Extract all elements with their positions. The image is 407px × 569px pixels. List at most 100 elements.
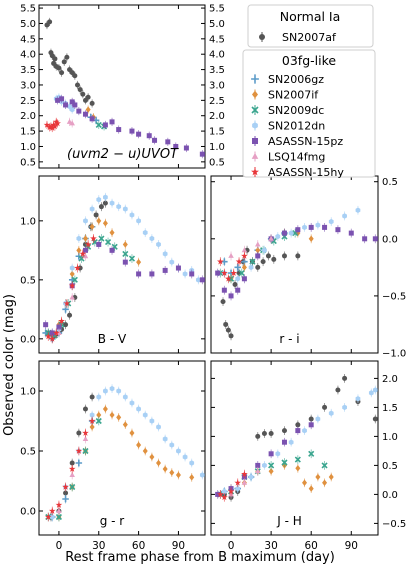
y-tick-label: 1.0 (382, 432, 398, 443)
data-point-sn2007af (308, 416, 314, 422)
data-point-asassn-15pz (215, 491, 221, 497)
y-tick-label: 2.5 (209, 96, 225, 107)
data-point-sn2012dn (248, 264, 254, 271)
data-point-sn2012dn (182, 271, 188, 277)
data-point-asassn-15hy (50, 121, 57, 128)
data-point-asassn-15pz (152, 137, 158, 143)
y-tick-label: 3.5 (209, 65, 225, 76)
data-point-sn2012dn (288, 439, 294, 445)
data-point-sn2006gz (75, 459, 83, 467)
legend-marker-lsq14fmg (251, 152, 259, 159)
y-tick-label: 1.0 (20, 142, 36, 153)
y-tick-label: 4.0 (209, 50, 225, 61)
data-point-asassn-15pz (43, 322, 49, 328)
data-point-sn2009dc (128, 255, 136, 262)
data-point-asassn-15hy (74, 264, 81, 271)
data-point-asassn-15pz (348, 230, 354, 236)
data-point-asassn-15pz (255, 253, 261, 259)
y-tick-label: 1.5 (20, 127, 36, 138)
data-point-asassn-15hy (52, 118, 60, 125)
data-point-asassn-15hy (217, 258, 224, 265)
data-point-asassn-15hy (44, 513, 52, 520)
data-point-asassn-15hy (63, 299, 71, 307)
data-point-sn2007if (328, 473, 334, 481)
data-point-sn2012dn (136, 406, 141, 412)
data-point-sn2012dn (129, 400, 135, 406)
y-tick-label: 3.0 (20, 80, 36, 91)
data-point-sn2012dn (169, 442, 175, 448)
data-point-sn2012dn (142, 412, 148, 418)
data-point-asassn-15hy (217, 490, 224, 498)
data-point-lsq14fmg (82, 436, 89, 441)
data-point-asassn-15pz (268, 451, 274, 457)
data-point-sn2007af (265, 253, 271, 259)
data-point-sn2007if (109, 229, 115, 236)
data-point-sn2012dn (355, 207, 361, 214)
legend-label: SN2012dn (268, 120, 325, 133)
data-point-sn2012dn (342, 213, 347, 219)
data-point-asassn-15pz (199, 277, 205, 283)
data-point-asassn-15pz (102, 122, 108, 128)
data-point-sn2007af (93, 212, 99, 218)
data-point-sn2009dc (321, 462, 328, 469)
data-point-asassn-15pz (59, 96, 65, 102)
data-point-sn2007if (315, 473, 321, 481)
data-point-sn2009dc (82, 447, 89, 455)
data-point-asassn-15pz (228, 293, 234, 299)
data-point-sn2007af (67, 312, 73, 318)
data-point-asassn-15hy (82, 429, 89, 436)
data-point-sn2009dc (95, 417, 102, 425)
data-point-sn2007af (76, 430, 82, 436)
data-layer (215, 205, 378, 341)
data-point-asassn-15pz (175, 265, 181, 271)
data-point-sn2007if (241, 264, 247, 271)
data-point-sn2012dn (221, 488, 227, 495)
y-tick-label: 4.5 (20, 34, 36, 45)
data-point-sn2009dc (238, 269, 245, 277)
data-point-sn2012dn (103, 194, 108, 200)
data-point-sn2009dc (294, 456, 301, 463)
data-point-asassn-15pz (322, 224, 328, 230)
data-point-asassn-15hy (75, 447, 83, 454)
data-point-sn2009dc (69, 483, 76, 491)
data-point-asassn-15hy (221, 269, 228, 276)
data-point-sn2012dn (199, 472, 205, 478)
data-point-asassn-15pz (295, 428, 301, 434)
data-point-asassn-15pz (82, 247, 88, 253)
legend-marker-sn2012dn (252, 122, 258, 129)
data-point-sn2012dn (162, 436, 168, 442)
data-point-asassn-15pz (109, 247, 115, 253)
panel-frame (38, 4, 206, 169)
data-point-sn2007af (47, 19, 53, 25)
data-point-asassn-15pz (89, 116, 95, 122)
panel-label: J - H (276, 514, 302, 528)
data-point-sn2007af (260, 259, 266, 265)
data-point-asassn-15pz (308, 224, 314, 230)
y-tick-label: 4.0 (20, 50, 36, 61)
data-point-sn2012dn (69, 265, 75, 271)
panel-frame (38, 360, 206, 536)
y-tick-label: 0.0 (382, 490, 398, 501)
data-point-sn2007af (77, 87, 83, 93)
y-tick-label: 3.5 (20, 65, 36, 76)
data-point-asassn-15hy (230, 269, 238, 276)
data-point-sn2007af (322, 404, 328, 410)
y-tick-label: 2.5 (20, 96, 36, 107)
y-tick-label: 1.5 (209, 127, 225, 138)
panel-uvm2-u: 0.5 0.5 1.0 1.0 1.5 1.5 2.0 2.0 2.5 2.5 3.0 3.0 3.5 3… (20, 4, 225, 169)
data-point-asassn-15pz (49, 330, 55, 336)
data-point-asassn-15pz (362, 236, 368, 242)
data-point-asassn-15hy (55, 501, 63, 508)
data-point-sn2012dn (83, 218, 88, 224)
data-point-asassn-15pz (69, 99, 75, 105)
data-point-sn2007if (122, 421, 128, 428)
data-point-asassn-15hy (48, 124, 56, 131)
data-point-asassn-15pz (372, 236, 378, 242)
data-point-sn2012dn (69, 106, 75, 113)
data-point-sn2007if (69, 270, 75, 278)
data-point-asassn-15hy (79, 250, 87, 257)
data-point-sn2012dn (248, 474, 254, 480)
data-point-asassn-15hy (52, 329, 60, 336)
data-point-sn2007af (268, 431, 274, 436)
